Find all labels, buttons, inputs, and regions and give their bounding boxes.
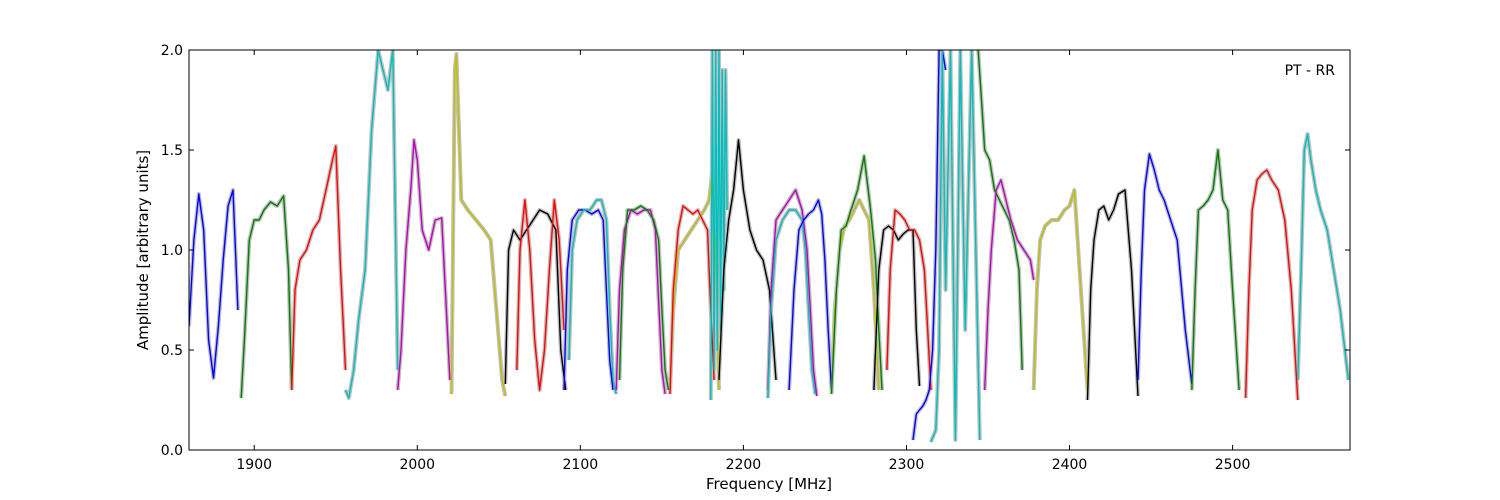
subband-series-27 [1033, 189, 1089, 391]
x-tick-label: 2500 [1215, 457, 1251, 473]
subband-series-3 [344, 50, 399, 399]
subband-series-16 [767, 189, 818, 397]
chart-annotation: PT - RR [1285, 63, 1336, 79]
y-axis: 0.0 0.5 1.0 1.5 2.0 [161, 43, 1350, 459]
subband-series-31 [1244, 169, 1299, 401]
subband-series-5 [450, 53, 506, 397]
subband-series-22 [886, 209, 932, 391]
subband-series-9 [568, 199, 617, 395]
subband-series-8 [563, 209, 614, 391]
subband-series-29 [1137, 153, 1193, 385]
y-axis-label: Amplitude [arbitrary units] [134, 150, 152, 350]
subband-series-6 [504, 209, 567, 391]
x-tick-label: 1900 [236, 457, 272, 473]
subband-series-18 [788, 199, 833, 391]
x-tick-label: 2300 [889, 457, 925, 473]
subband-series-7 [516, 199, 565, 391]
x-tick-label: 2100 [563, 457, 599, 473]
y-tick-label: 1.5 [161, 143, 183, 159]
subband-series-0 [189, 189, 239, 379]
subband-series-23 [912, 50, 947, 441]
x-tick-label: 2000 [399, 457, 435, 473]
subband-series-30 [1191, 149, 1240, 391]
subband-series-25 [977, 50, 1023, 371]
x-axis: 1900 2000 2100 2200 2300 2400 2500 [236, 50, 1250, 473]
x-axis-label: Frequency [MHz] [706, 475, 832, 493]
subband-series-21 [873, 225, 921, 391]
subband-series-4 [397, 139, 451, 391]
subband-series-28 [1086, 189, 1139, 401]
subband-series-13 [669, 205, 715, 395]
x-tick-label: 2400 [1052, 457, 1088, 473]
subband-series-20 [830, 155, 883, 395]
y-tick-label: 0.0 [161, 443, 183, 459]
y-tick-label: 0.5 [161, 343, 183, 359]
subband-series-17 [767, 209, 816, 399]
y-tick-label: 2.0 [161, 43, 183, 59]
x-tick-label: 2200 [726, 457, 762, 473]
subband-series-15 [718, 139, 777, 381]
subband-series-11 [618, 205, 670, 391]
plot-area [189, 50, 1350, 443]
subband-series-32 [1297, 133, 1350, 381]
subband-series-24 [930, 50, 981, 443]
subband-series-1 [240, 195, 293, 399]
y-tick-label: 1.0 [161, 243, 183, 259]
subband-series-26 [984, 179, 1035, 391]
subband-series-2 [291, 145, 347, 391]
subband-series-10 [615, 209, 666, 395]
subband-series-14 [710, 50, 728, 401]
